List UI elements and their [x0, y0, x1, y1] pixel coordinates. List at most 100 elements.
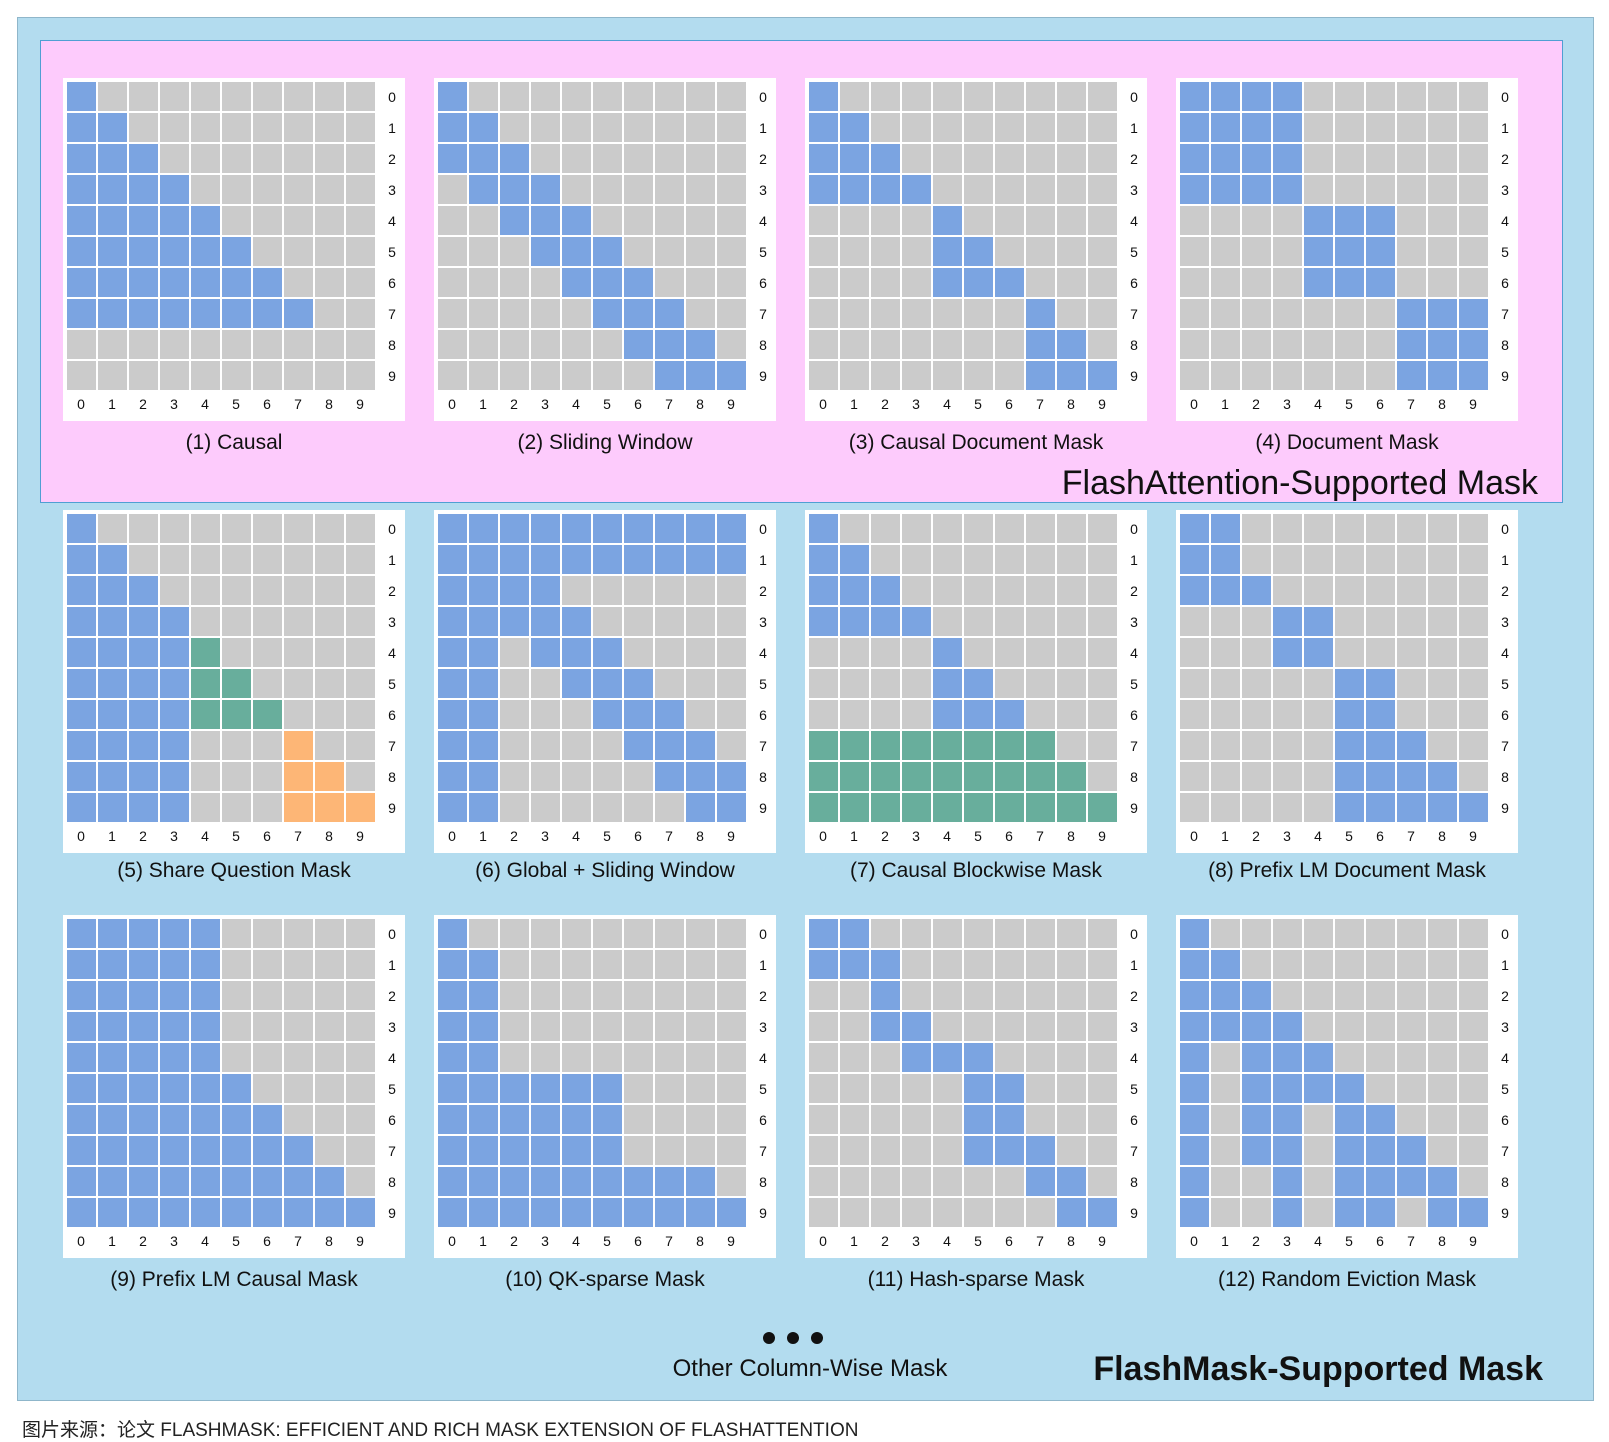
attended-cell: [1025, 329, 1056, 360]
row-tick-label: 9: [388, 800, 396, 816]
attended-cell: [530, 1166, 561, 1197]
masked-cell: [839, 1104, 870, 1135]
masked-cell: [1334, 81, 1365, 112]
attended-cell: [66, 1011, 97, 1042]
masked-cell: [716, 174, 747, 205]
attended-cell: [808, 143, 839, 174]
mask-card: 0 0 1 1 2 2 3 3 4 4 5 5 6 6 7 7 8 8 9 9: [434, 78, 776, 421]
column-tick-label: 7: [1407, 1233, 1415, 1249]
column-tick-label: 9: [1098, 828, 1106, 844]
masked-cell: [1210, 205, 1241, 236]
attended-cell: [499, 1135, 530, 1166]
attended-cell: [932, 792, 963, 823]
row-tick-label: 5: [1501, 1081, 1509, 1097]
attended-cell: [716, 761, 747, 792]
attended-cell: [561, 1166, 592, 1197]
masked-cell: [345, 205, 376, 236]
row-tick-label: 3: [759, 182, 767, 198]
masked-cell: [1427, 918, 1458, 949]
column-tick-label: 2: [139, 828, 147, 844]
attended-cell: [159, 949, 190, 980]
row-tick-label: 8: [1501, 1174, 1509, 1190]
column-tick-label: 2: [1252, 828, 1260, 844]
row-tick-label: 9: [759, 1205, 767, 1221]
column-tick-label: 8: [1067, 1233, 1075, 1249]
attended-cell: [1272, 1104, 1303, 1135]
masked-cell: [283, 1011, 314, 1042]
attended-cell: [128, 637, 159, 668]
row-tick-label: 0: [1130, 521, 1138, 537]
attended-cell: [190, 980, 221, 1011]
row-tick-label: 7: [759, 738, 767, 754]
masked-cell: [314, 1011, 345, 1042]
masked-cell: [1365, 1042, 1396, 1073]
masked-cell: [839, 298, 870, 329]
masked-cell: [283, 949, 314, 980]
row-tick-label: 3: [1130, 182, 1138, 198]
masked-cell: [283, 267, 314, 298]
masked-cell: [839, 1011, 870, 1042]
masked-cell: [190, 143, 221, 174]
attended-cell: [1458, 329, 1489, 360]
masked-cell: [190, 81, 221, 112]
masked-cell: [1458, 143, 1489, 174]
row-tick-label: 3: [388, 614, 396, 630]
masked-cell: [592, 949, 623, 980]
attended-cell: [1427, 1197, 1458, 1228]
masked-cell: [1087, 267, 1118, 298]
masked-cell: [592, 360, 623, 391]
attended-cell: [159, 298, 190, 329]
attended-cell: [592, 668, 623, 699]
attended-cell: [1272, 606, 1303, 637]
attended-cell: [839, 949, 870, 980]
masked-cell: [561, 980, 592, 1011]
row-tick-label: 8: [388, 769, 396, 785]
masked-cell: [97, 360, 128, 391]
attended-cell: [468, 513, 499, 544]
masked-cell: [963, 298, 994, 329]
masked-cell: [221, 112, 252, 143]
masked-cell: [1458, 1042, 1489, 1073]
masked-cell: [839, 329, 870, 360]
masked-cell: [1087, 918, 1118, 949]
masked-cell: [1056, 513, 1087, 544]
masked-cell: [1241, 360, 1272, 391]
masked-cell: [1210, 236, 1241, 267]
masked-cell: [716, 1135, 747, 1166]
masked-cell: [932, 1135, 963, 1166]
attended-cell: [345, 792, 376, 823]
attended-cell: [97, 792, 128, 823]
masked-cell: [1334, 174, 1365, 205]
masked-cell: [1427, 112, 1458, 143]
row-tick-label: 4: [388, 645, 396, 661]
row-tick-label: 1: [759, 552, 767, 568]
masked-cell: [808, 267, 839, 298]
attended-cell: [654, 730, 685, 761]
column-tick-label: 5: [1345, 828, 1353, 844]
row-tick-label: 0: [1130, 89, 1138, 105]
attended-cell: [314, 761, 345, 792]
masked-cell: [654, 637, 685, 668]
masked-cell: [870, 329, 901, 360]
masked-cell: [685, 1042, 716, 1073]
masked-cell: [654, 792, 685, 823]
masked-cell: [314, 544, 345, 575]
attended-cell: [468, 143, 499, 174]
row-tick-label: 0: [759, 521, 767, 537]
masked-cell: [1303, 730, 1334, 761]
attended-cell: [1334, 761, 1365, 792]
masked-cell: [1365, 980, 1396, 1011]
masked-cell: [345, 980, 376, 1011]
masked-cell: [932, 174, 963, 205]
masked-cell: [252, 949, 283, 980]
attended-cell: [592, 1197, 623, 1228]
masked-cell: [1210, 637, 1241, 668]
mask-grid: [808, 81, 1118, 391]
masked-cell: [283, 1073, 314, 1104]
masked-cell: [283, 1104, 314, 1135]
attended-cell: [623, 1166, 654, 1197]
masked-cell: [1087, 205, 1118, 236]
masked-cell: [716, 1042, 747, 1073]
masked-cell: [685, 298, 716, 329]
masked-cell: [870, 1073, 901, 1104]
